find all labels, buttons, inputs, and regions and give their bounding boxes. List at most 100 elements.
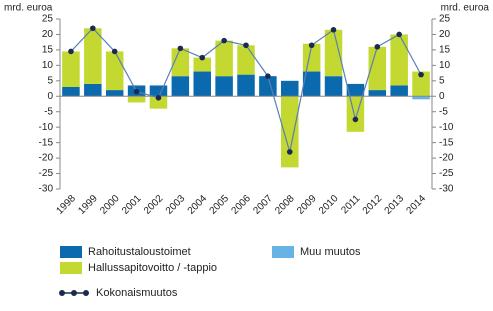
bar xyxy=(324,29,343,77)
y-tick-label: 0 xyxy=(47,91,53,102)
y2-tick-label: 25 xyxy=(439,14,451,25)
bar xyxy=(62,51,80,87)
legend-label: Hallussapitovoitto / -tappio xyxy=(88,262,217,274)
bar xyxy=(193,71,211,97)
x-tick-label: 2003 xyxy=(164,193,188,217)
y2-tick-label: -15 xyxy=(439,137,454,148)
bar xyxy=(105,90,124,97)
y2-tick-label: -10 xyxy=(439,122,454,133)
line-marker xyxy=(90,25,96,32)
line-marker xyxy=(199,54,206,61)
bar xyxy=(215,40,233,77)
bar xyxy=(215,76,233,97)
x-tick-label: 2010 xyxy=(317,193,341,217)
x-tick-label: 2011 xyxy=(339,193,362,216)
legend-marker xyxy=(59,290,65,296)
x-tick-label: 2005 xyxy=(208,193,232,217)
line-marker xyxy=(330,27,337,33)
y2-tick-label: 15 xyxy=(439,45,451,56)
line-marker xyxy=(286,149,293,155)
y2-tick-label: 20 xyxy=(439,29,451,40)
bar xyxy=(412,96,430,100)
x-tick-label: 2000 xyxy=(98,193,122,217)
x-tick-label: 2006 xyxy=(229,193,253,217)
legend-swatch xyxy=(60,262,82,274)
line-marker xyxy=(133,88,140,95)
line-marker xyxy=(177,45,184,52)
y2-tick-label: -25 xyxy=(439,168,454,179)
bar xyxy=(346,96,365,132)
bar xyxy=(368,46,387,91)
y2-tick-label: 5 xyxy=(439,75,445,86)
line-marker xyxy=(418,71,424,78)
y2-tick-label: -20 xyxy=(439,153,454,164)
x-tick-label: 2001 xyxy=(120,193,144,217)
x-tick-label: 2008 xyxy=(273,193,297,217)
y-tick-label: 25 xyxy=(42,14,54,25)
x-tick-label: 2009 xyxy=(295,193,319,217)
y2-tick-label: -5 xyxy=(439,106,448,117)
x-tick-label: 2013 xyxy=(383,193,407,217)
bar xyxy=(193,57,211,72)
y2-axis-label: mrd. euroa xyxy=(441,3,490,14)
line-marker xyxy=(396,31,402,38)
y-tick-label: 20 xyxy=(42,29,54,40)
bar xyxy=(171,48,190,77)
line-marker xyxy=(243,42,249,49)
bar xyxy=(237,45,255,75)
bar xyxy=(105,51,124,91)
line-marker xyxy=(221,37,227,44)
bar xyxy=(368,90,387,97)
line-marker xyxy=(68,48,74,55)
legend-marker xyxy=(83,290,89,296)
line-marker xyxy=(155,95,162,101)
bar xyxy=(149,96,168,109)
legend-marker xyxy=(71,290,77,296)
y-tick-label: -5 xyxy=(44,106,53,117)
y2-tick-label: -30 xyxy=(439,184,454,195)
y-tick-label: 5 xyxy=(47,75,53,86)
y-tick-label: 15 xyxy=(42,45,54,56)
x-tick-label: 2014 xyxy=(405,193,429,217)
bar xyxy=(84,28,102,84)
y-tick-label: 10 xyxy=(42,60,54,71)
legend-swatch xyxy=(272,246,294,258)
y2-tick-label: 10 xyxy=(439,60,451,71)
x-tick-label: 2007 xyxy=(251,193,275,217)
y-tick-label: -20 xyxy=(39,153,54,164)
bar xyxy=(149,85,168,97)
line-marker xyxy=(374,44,381,50)
y-axis-label: mrd. euroa xyxy=(4,3,53,14)
bar xyxy=(390,85,408,97)
legend-label: Rahoitustaloustoimet xyxy=(88,246,191,258)
bar xyxy=(127,96,146,103)
bar xyxy=(324,76,343,97)
bar xyxy=(259,76,277,97)
x-tick-label: 2012 xyxy=(361,193,385,217)
y2-tick-label: 0 xyxy=(439,91,445,102)
bar xyxy=(390,34,408,86)
bar xyxy=(281,96,299,168)
line-marker xyxy=(111,48,118,55)
y-tick-label: -15 xyxy=(39,137,54,148)
bar xyxy=(302,71,321,97)
bar xyxy=(237,74,255,97)
line-marker xyxy=(352,116,359,123)
bar xyxy=(62,87,80,97)
legend-label: Muu muutos xyxy=(300,246,361,258)
legend-label: Kokonaismuutos xyxy=(96,287,178,299)
y-tick-label: -25 xyxy=(39,168,54,179)
bar xyxy=(346,83,365,97)
bar xyxy=(171,76,190,97)
bar xyxy=(281,80,299,97)
line-marker xyxy=(308,42,315,49)
x-tick-label: 1999 xyxy=(76,193,100,217)
bar xyxy=(412,71,430,97)
y-tick-label: -30 xyxy=(39,184,54,195)
line-marker xyxy=(265,73,271,79)
bar xyxy=(84,83,102,97)
legend-swatch xyxy=(60,246,82,258)
x-tick-label: 1998 xyxy=(54,193,78,217)
x-tick-label: 2002 xyxy=(142,193,166,217)
